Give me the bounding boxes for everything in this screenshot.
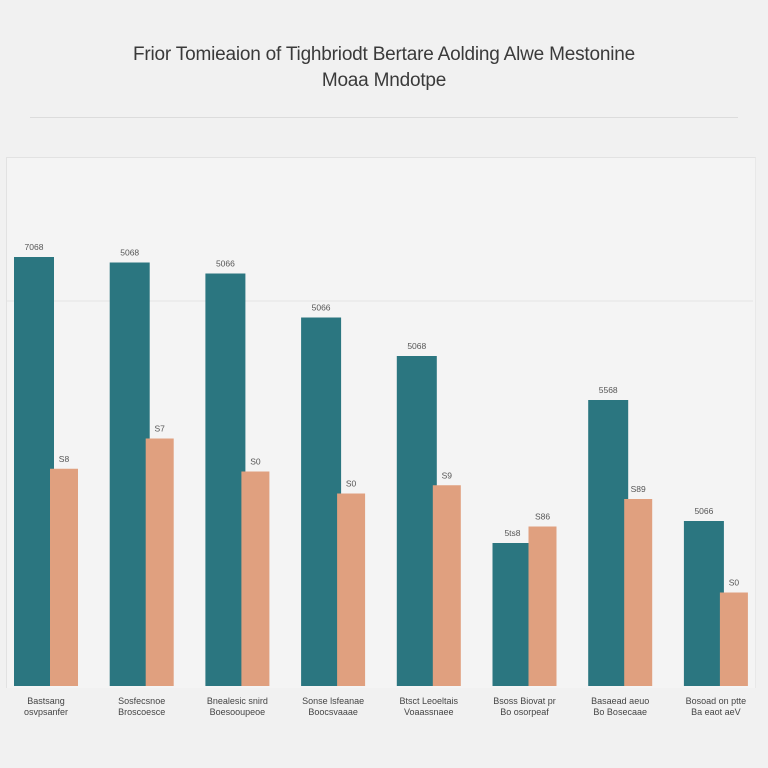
bar-series-1-8 xyxy=(683,521,724,686)
category-label: Boesooupeoe xyxy=(210,707,266,717)
value-label: S9 xyxy=(442,470,453,480)
value-label: 5066 xyxy=(216,259,235,269)
value-label: S86 xyxy=(535,512,550,522)
chart-title: Frior Tomieaion of Tighbriodt Bertare Ao… xyxy=(133,44,635,65)
bar-series-1-2 xyxy=(109,262,150,686)
bar-series-2-8 xyxy=(719,592,748,686)
bar-series-1-4 xyxy=(301,317,342,686)
category-label: Bo Bosecaae xyxy=(593,707,647,717)
value-label: S0 xyxy=(729,578,740,588)
value-label: S8 xyxy=(59,454,70,464)
bar-series-2-2 xyxy=(145,438,174,686)
value-label: 5068 xyxy=(120,248,139,258)
bar-series-1-3 xyxy=(205,273,246,686)
bar-series-1-7 xyxy=(588,400,629,686)
category-label: Bo osorpeaf xyxy=(500,707,549,717)
category-label: Sosfecsnoe xyxy=(118,696,165,706)
value-label: 7068 xyxy=(25,242,44,252)
bar-series-2-3 xyxy=(241,471,270,686)
bar-series-1-6 xyxy=(492,543,533,686)
value-label: 5568 xyxy=(599,385,618,395)
bar-series-1-5 xyxy=(396,356,437,686)
bar-series-2-6 xyxy=(528,526,557,686)
bar-series-1-1 xyxy=(14,257,54,686)
value-label: 5ts8 xyxy=(504,528,520,538)
category-label: Bsoss Biovat pr xyxy=(493,696,556,706)
category-label: Basaead aeuo xyxy=(591,696,649,706)
category-label: Sonse lsfeanae xyxy=(302,696,364,706)
value-label: S89 xyxy=(631,484,646,494)
value-label: S0 xyxy=(250,457,261,467)
value-label: S7 xyxy=(154,424,165,434)
category-label: osvpsanfer xyxy=(24,707,68,717)
category-label: Bosoad on ptte xyxy=(686,696,747,706)
chart-subtitle: Moaa Mndotpe xyxy=(321,70,447,91)
value-label: 5066 xyxy=(312,303,331,313)
category-label: Btsct Leoeltais xyxy=(400,696,459,706)
bar-series-2-7 xyxy=(624,499,653,686)
bar-series-2-4 xyxy=(337,493,366,686)
value-label: 5068 xyxy=(407,341,426,351)
category-label: Broscoesce xyxy=(118,707,165,717)
title-divider xyxy=(30,117,738,118)
value-label: S0 xyxy=(346,479,357,489)
category-label: Voaassnaee xyxy=(404,707,454,717)
value-label: 5066 xyxy=(694,506,713,516)
category-label: Boocsvaaae xyxy=(308,707,358,717)
category-label: Bastsang xyxy=(27,696,65,706)
category-label: Bnealesic snird xyxy=(207,696,268,706)
bar-series-2-5 xyxy=(432,485,461,686)
category-label: Ba eaot aeV xyxy=(691,707,741,717)
bar-series-2-1 xyxy=(50,468,78,686)
